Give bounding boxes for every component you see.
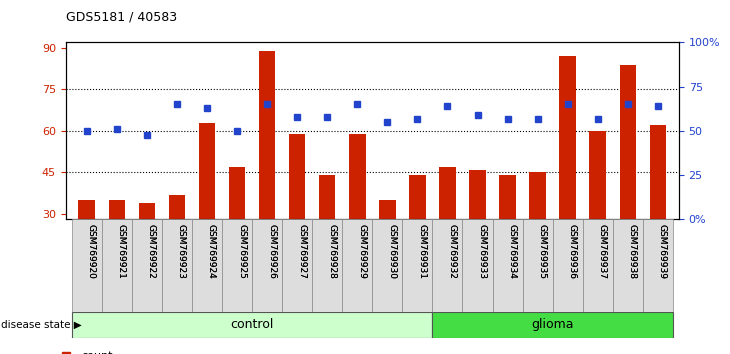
Bar (553, 219, 583, 312)
Text: GSM769920: GSM769920 (87, 224, 96, 279)
Bar (222, 219, 252, 312)
Text: GSM769926: GSM769926 (267, 224, 276, 279)
Bar (79, 200, 95, 297)
Text: GSM769932: GSM769932 (447, 224, 456, 279)
Bar (529, 172, 546, 297)
Bar (282, 219, 312, 312)
Text: GSM769931: GSM769931 (418, 224, 426, 279)
Bar (493, 219, 523, 312)
Text: GSM769928: GSM769928 (327, 224, 337, 279)
Text: GSM769931: GSM769931 (418, 224, 426, 279)
Text: GSM769929: GSM769929 (357, 224, 366, 279)
Text: GSM769930: GSM769930 (388, 224, 396, 279)
Bar (319, 175, 336, 297)
Text: GSM769939: GSM769939 (658, 224, 667, 279)
Bar (312, 219, 342, 312)
Text: GSM769936: GSM769936 (568, 224, 577, 279)
Bar (169, 195, 185, 297)
Text: GSM769938: GSM769938 (628, 224, 637, 279)
Text: GSM769923: GSM769923 (177, 224, 186, 279)
Text: GSM769937: GSM769937 (598, 224, 607, 279)
Text: GSM769925: GSM769925 (237, 224, 246, 279)
Bar (72, 312, 432, 338)
Text: GSM769935: GSM769935 (537, 224, 547, 279)
Text: glioma: glioma (531, 318, 574, 331)
Bar (409, 175, 426, 297)
Text: GSM769927: GSM769927 (297, 224, 306, 279)
Bar (72, 219, 101, 312)
Text: disease state ▶: disease state ▶ (1, 320, 82, 330)
Bar (402, 219, 432, 312)
Bar (252, 219, 282, 312)
Bar (499, 175, 516, 297)
Text: GSM769939: GSM769939 (658, 224, 667, 279)
Text: GSM769937: GSM769937 (598, 224, 607, 279)
Bar (643, 219, 673, 312)
Bar (379, 200, 396, 297)
Bar (109, 200, 125, 297)
Bar (523, 219, 553, 312)
Text: control: control (231, 318, 274, 331)
Bar (101, 219, 132, 312)
Bar (612, 219, 643, 312)
Bar (650, 125, 666, 297)
Text: GSM769922: GSM769922 (147, 224, 156, 279)
Text: GSM769921: GSM769921 (117, 224, 126, 279)
Text: GSM769920: GSM769920 (87, 224, 96, 279)
Bar (259, 51, 275, 297)
Bar (192, 219, 222, 312)
Text: GSM769926: GSM769926 (267, 224, 276, 279)
Text: GSM769928: GSM769928 (327, 224, 337, 279)
Text: count: count (81, 351, 112, 354)
Bar (139, 203, 155, 297)
Text: GSM769933: GSM769933 (477, 224, 486, 279)
Bar (463, 219, 493, 312)
Text: GSM769930: GSM769930 (388, 224, 396, 279)
Text: GSM769924: GSM769924 (207, 224, 216, 279)
Bar (620, 65, 636, 297)
Text: GSM769921: GSM769921 (117, 224, 126, 279)
Bar (469, 170, 485, 297)
Bar (162, 219, 192, 312)
Bar (289, 134, 305, 297)
Text: GSM769929: GSM769929 (357, 224, 366, 279)
Bar (583, 219, 612, 312)
Text: GSM769927: GSM769927 (297, 224, 306, 279)
Bar (199, 123, 215, 297)
Bar (372, 219, 402, 312)
Bar (559, 56, 576, 297)
Bar (439, 167, 456, 297)
Bar (432, 312, 673, 338)
Text: GSM769922: GSM769922 (147, 224, 156, 279)
Bar (342, 219, 372, 312)
Bar (228, 167, 245, 297)
Bar (132, 219, 162, 312)
Bar (589, 131, 606, 297)
Text: GSM769925: GSM769925 (237, 224, 246, 279)
Text: GDS5181 / 40583: GDS5181 / 40583 (66, 11, 177, 24)
Text: GSM769934: GSM769934 (507, 224, 517, 279)
Text: GSM769934: GSM769934 (507, 224, 517, 279)
Text: GSM769935: GSM769935 (537, 224, 547, 279)
Text: GSM769936: GSM769936 (568, 224, 577, 279)
Text: GSM769932: GSM769932 (447, 224, 456, 279)
Text: GSM769938: GSM769938 (628, 224, 637, 279)
Text: GSM769933: GSM769933 (477, 224, 486, 279)
Text: GSM769923: GSM769923 (177, 224, 186, 279)
Bar (349, 134, 366, 297)
Bar (432, 219, 463, 312)
Text: GSM769924: GSM769924 (207, 224, 216, 279)
